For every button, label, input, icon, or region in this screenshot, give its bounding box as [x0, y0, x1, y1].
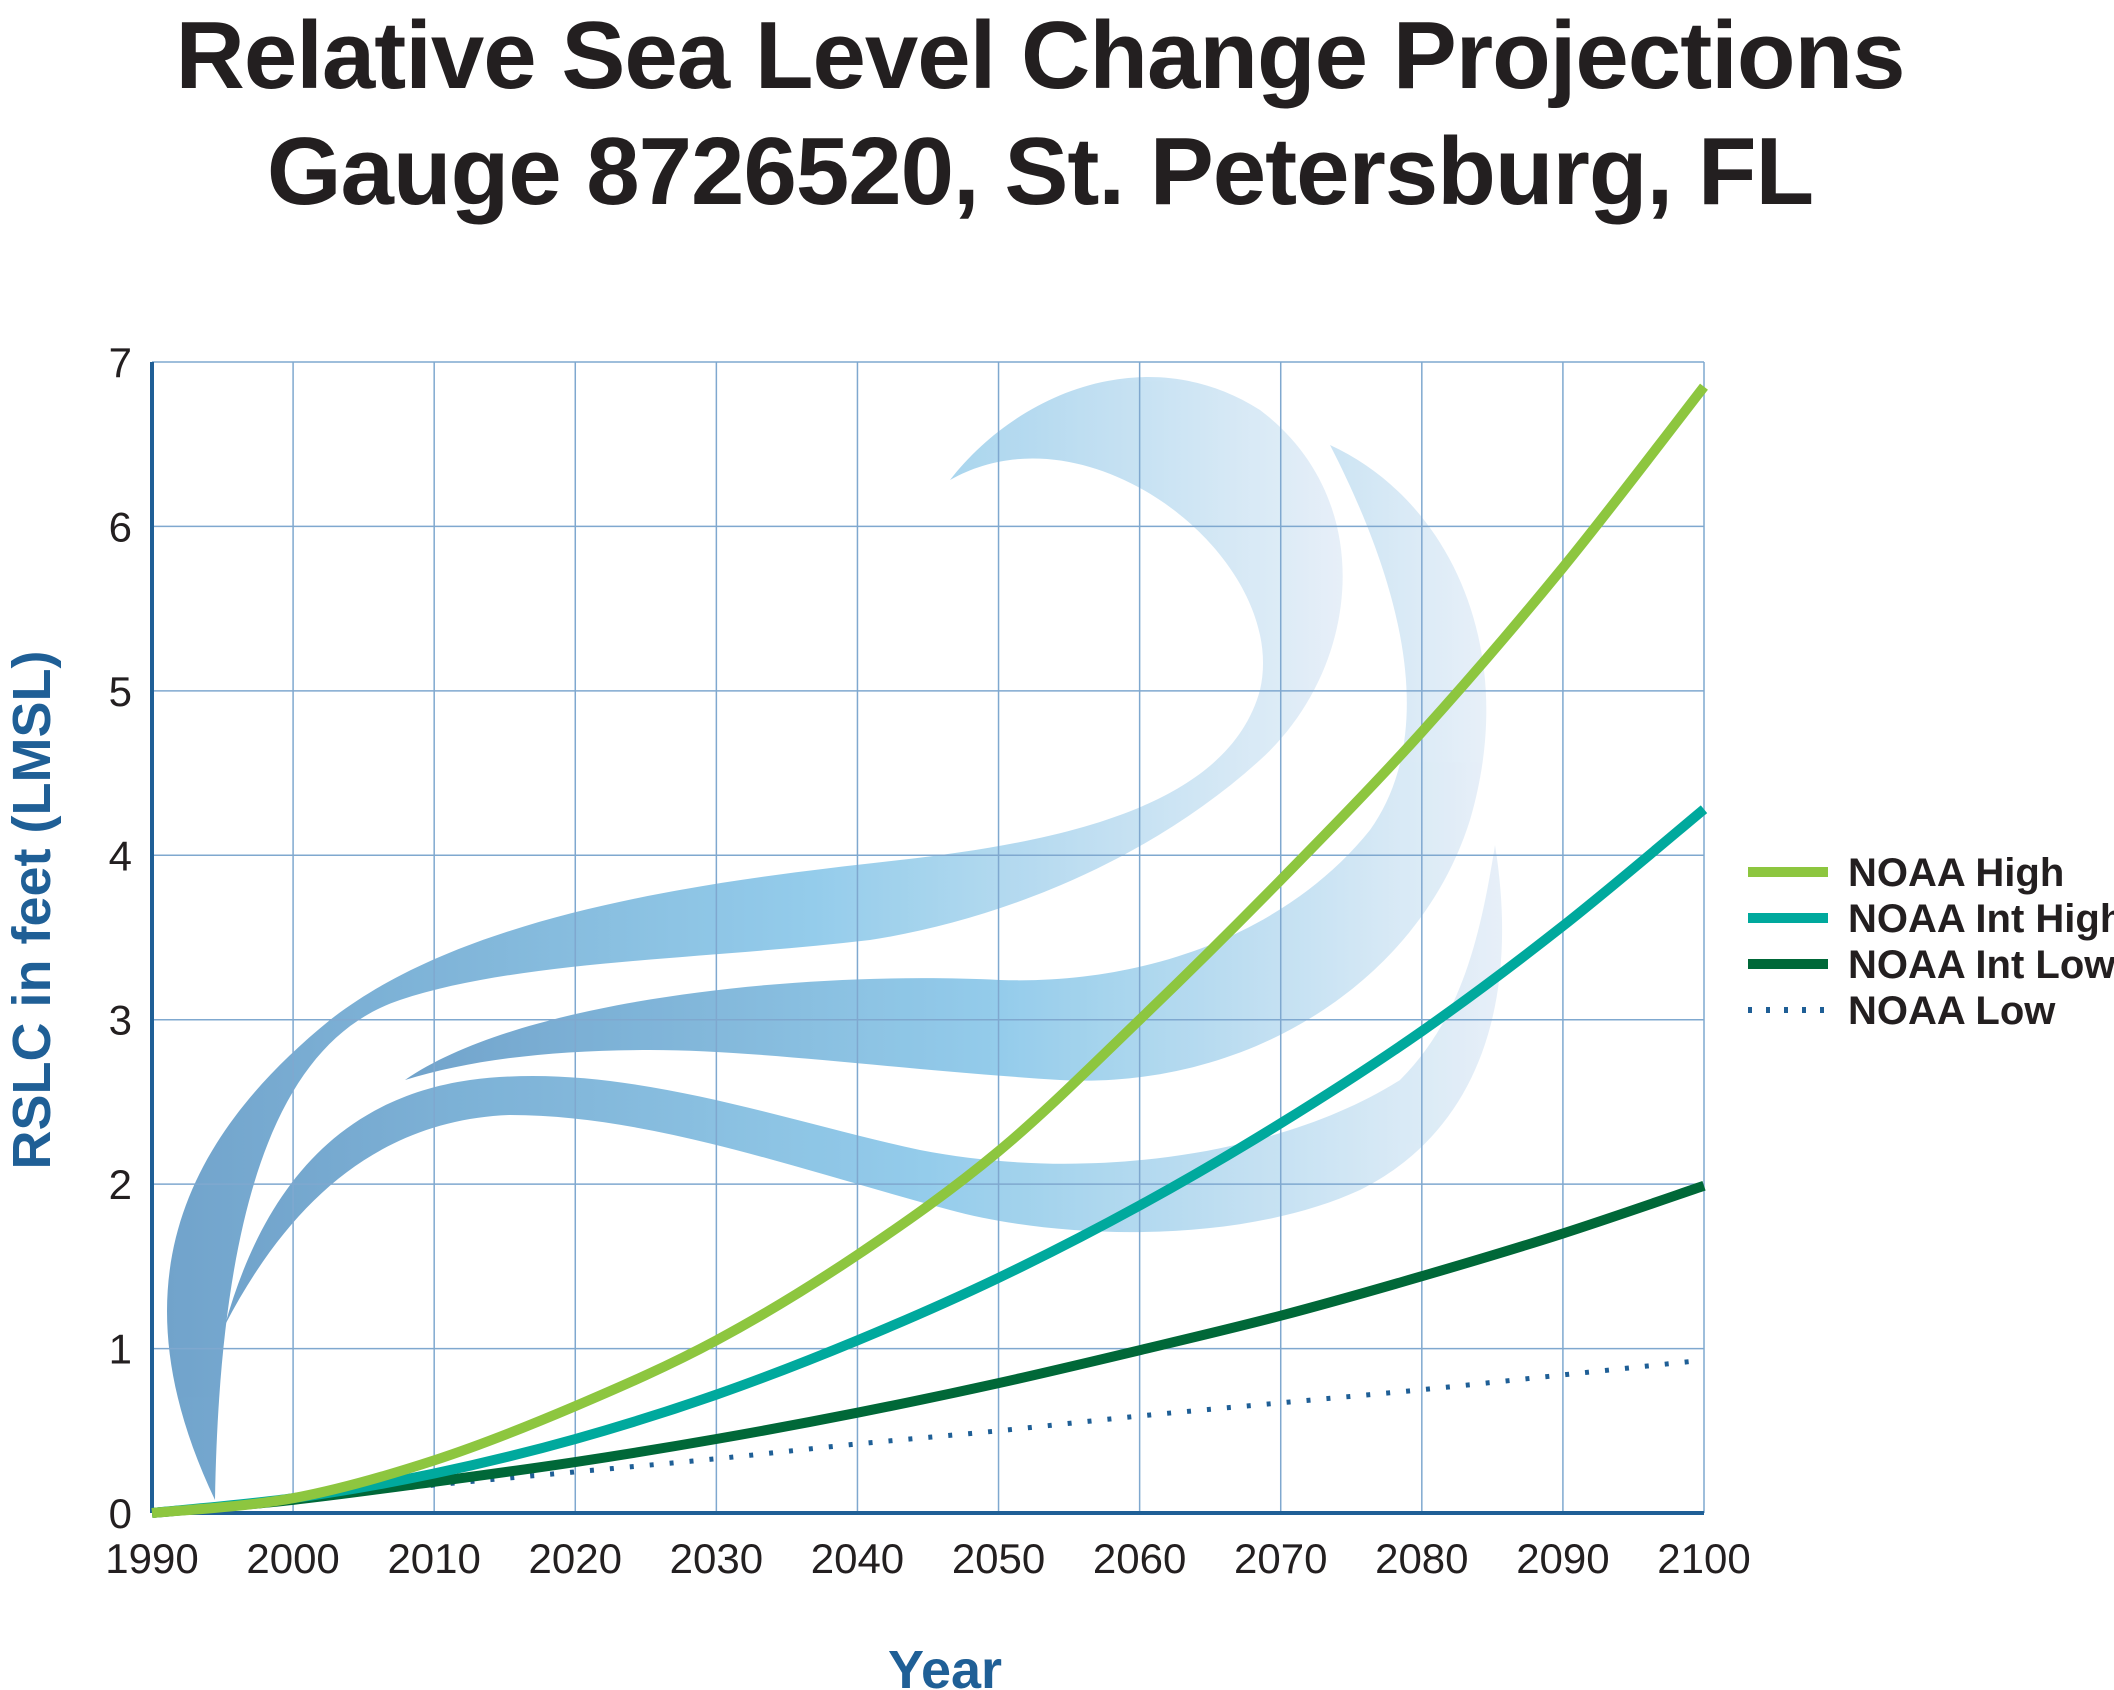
y-tick-label: 1 [109, 1326, 132, 1373]
x-tick-label: 2070 [1234, 1535, 1327, 1582]
x-tick-label: 2080 [1375, 1535, 1468, 1582]
x-tick-label: 2090 [1516, 1535, 1609, 1582]
y-tick-label: 2 [109, 1161, 132, 1208]
x-axis-ticks: 1990 2000 2010 2020 2030 2040 2050 2060 2070 2080… [105, 1535, 1750, 1582]
x-tick-label: 2050 [952, 1535, 1045, 1582]
wave-main-shape [167, 377, 1343, 1501]
series-line-noaa-high [151, 383, 1708, 1518]
wave-middle-shape [405, 445, 1487, 1081]
series-line-noaa-int-high [151, 805, 1708, 1518]
chart-title-line-1: Relative Sea Level Change Projections [175, 2, 1905, 109]
x-axis-title: Year [888, 1640, 1002, 1690]
x-tick-label: 2020 [529, 1535, 622, 1582]
y-tick-label: 5 [109, 668, 132, 715]
series-line-noaa-int-low [151, 1181, 1706, 1518]
x-tick-label: 2000 [246, 1535, 339, 1582]
x-tick-label: 2030 [670, 1535, 763, 1582]
y-axis-ticks: 0 1 2 3 4 5 6 7 [109, 339, 132, 1537]
y-tick-label: 0 [109, 1490, 132, 1537]
y-axis-title: RSLC in feet (LMSL) [2, 651, 62, 1170]
y-tick-label: 3 [109, 997, 132, 1044]
series-lines [151, 383, 1708, 1518]
legend-label: NOAA Int High [1848, 897, 2114, 941]
legend-label: NOAA Low [1848, 989, 2056, 1033]
legend-label: NOAA Int Low [1848, 943, 2114, 987]
wave-lower-shape [225, 845, 1503, 1325]
wave-illustration [167, 377, 1503, 1501]
y-tick-label: 6 [109, 503, 132, 550]
x-tick-label: 1990 [105, 1535, 198, 1582]
chart-title-line-2: Gauge 8726520, St. Petersburg, FL [266, 118, 1814, 225]
x-tick-label: 2060 [1093, 1535, 1186, 1582]
y-tick-label: 7 [109, 339, 132, 386]
x-tick-label: 2010 [387, 1535, 480, 1582]
chart-grid [151, 361, 1705, 1514]
legend-label: NOAA High [1848, 851, 2064, 895]
x-tick-label: 2100 [1657, 1535, 1750, 1582]
y-tick-label: 4 [109, 832, 132, 879]
x-tick-label: 2040 [811, 1535, 904, 1582]
